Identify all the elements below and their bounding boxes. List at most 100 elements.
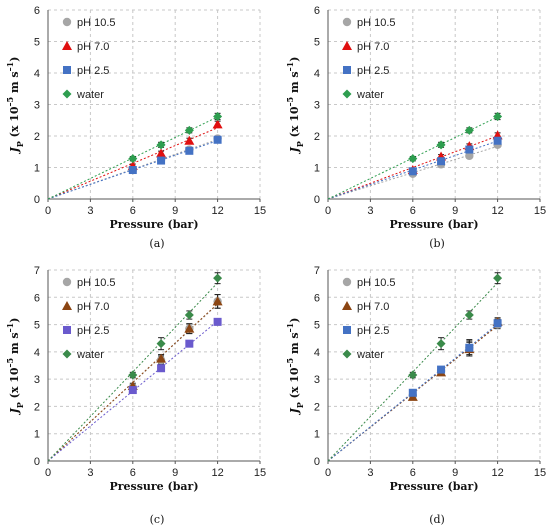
x-tick-label: 0 xyxy=(325,467,331,479)
y-tick-label: 4 xyxy=(314,347,320,359)
y-axis-label-part: ) xyxy=(288,57,301,62)
legend-label: pH 7.0 xyxy=(77,301,109,313)
legend-marker-square xyxy=(343,66,351,74)
y-tick-label: 2 xyxy=(34,131,40,143)
x-tick-label: 9 xyxy=(172,205,178,217)
y-tick-label: 5 xyxy=(314,37,320,49)
y-axis-label-part: (x 10 xyxy=(8,367,21,402)
y-axis-label-part: –5 xyxy=(5,97,15,107)
y-tick-label: 2 xyxy=(34,401,40,413)
legend-marker-triangle xyxy=(342,41,352,50)
x-tick-label: 12 xyxy=(211,205,223,217)
y-tick-label: 3 xyxy=(314,100,320,112)
legend-marker-triangle xyxy=(62,41,72,50)
legend-label: pH 7.0 xyxy=(357,301,389,313)
y-axis-label-part: P xyxy=(15,141,25,147)
y-tick-label: 7 xyxy=(314,265,320,277)
legend-marker-diamond xyxy=(342,89,352,99)
y-tick-label: 4 xyxy=(314,68,320,80)
data-point-diamond xyxy=(464,125,474,135)
y-axis-label-part: ) xyxy=(8,57,21,62)
y-tick-label: 6 xyxy=(34,5,40,17)
y-axis-label-part: J xyxy=(8,407,21,415)
x-tick-label: 15 xyxy=(534,205,546,217)
y-axis-label-part: m s xyxy=(288,71,301,97)
legend-marker-circle xyxy=(62,277,72,287)
data-point-triangle xyxy=(212,296,223,306)
data-point-square xyxy=(128,386,137,395)
y-axis-label-part: –1 xyxy=(285,62,295,72)
legend-marker-square xyxy=(343,326,351,334)
legend-label: water xyxy=(356,89,384,101)
y-axis-label-part: J xyxy=(288,407,301,415)
y-axis-label-part: P xyxy=(295,402,305,408)
x-tick-label: 6 xyxy=(130,467,136,479)
x-tick-label: 15 xyxy=(534,467,546,479)
panel-label: (c) xyxy=(150,513,165,526)
x-tick-label: 9 xyxy=(172,467,178,479)
data-point-triangle xyxy=(184,323,195,333)
y-axis-label-part: –5 xyxy=(285,358,295,368)
y-tick-label: 0 xyxy=(34,456,40,468)
data-point-square xyxy=(128,166,137,175)
legend-label: pH 7.0 xyxy=(357,41,389,53)
x-tick-label: 3 xyxy=(87,205,93,217)
legend-label: pH 10.5 xyxy=(357,277,396,289)
legend-label: water xyxy=(356,349,384,361)
y-tick-label: 1 xyxy=(314,429,320,441)
data-point-square xyxy=(213,135,222,144)
y-tick-label: 0 xyxy=(314,194,320,206)
data-point-triangle xyxy=(156,353,167,363)
legend: pH 10.5 pH 7.0 pH 2.5 water xyxy=(342,17,396,101)
data-point-diamond xyxy=(408,370,418,380)
y-tick-label: 2 xyxy=(314,401,320,413)
y-axis-label-part: –5 xyxy=(285,97,295,107)
legend-label: pH 10.5 xyxy=(77,17,116,29)
legend-marker-square xyxy=(63,66,71,74)
y-axis-label-part: m s xyxy=(8,71,21,97)
y-axis-label-part: –5 xyxy=(5,358,15,368)
x-tick-label: 12 xyxy=(491,205,503,217)
legend-marker-diamond xyxy=(62,349,72,359)
y-tick-label: 5 xyxy=(34,320,40,332)
y-tick-label: 6 xyxy=(314,292,320,304)
x-tick-label: 6 xyxy=(410,205,416,217)
y-axis-label-part: P xyxy=(15,402,25,408)
y-axis-label-part: ) xyxy=(288,318,301,323)
data-point-triangle xyxy=(156,148,167,158)
legend-label: water xyxy=(76,349,104,361)
legend: pH 10.5 pH 7.0 pH 2.5 water xyxy=(62,17,116,101)
y-axis-label-part: –1 xyxy=(285,323,295,333)
data-point-square xyxy=(493,319,502,328)
x-axis-label: Pressure (bar) xyxy=(109,480,198,493)
data-point-square xyxy=(465,145,474,154)
panel-label: (b) xyxy=(429,237,445,250)
data-point-diamond xyxy=(436,140,446,150)
y-axis-label-part: (x 10 xyxy=(288,106,301,141)
data-point-square xyxy=(437,365,446,374)
x-tick-label: 0 xyxy=(325,205,331,217)
legend-marker-circle xyxy=(342,17,352,27)
panel-label: (d) xyxy=(429,513,445,526)
y-axis-label: JP (x 10–5 m s–1) xyxy=(5,57,25,155)
data-point-square xyxy=(157,156,166,165)
x-axis-label: Pressure (bar) xyxy=(109,218,198,231)
data-point-square xyxy=(213,317,222,326)
data-point-diamond xyxy=(184,310,194,320)
x-tick-label: 3 xyxy=(87,467,93,479)
y-axis-label-part: J xyxy=(288,146,301,154)
x-tick-label: 3 xyxy=(367,205,373,217)
y-tick-label: 2 xyxy=(314,131,320,143)
y-axis-label-part: P xyxy=(295,141,305,147)
legend-label: pH 2.5 xyxy=(357,65,389,77)
data-point-square xyxy=(437,157,446,166)
data-point-diamond xyxy=(156,140,166,150)
legend-label: pH 2.5 xyxy=(357,325,389,337)
x-tick-label: 15 xyxy=(254,205,266,217)
data-point-square xyxy=(185,146,194,155)
x-tick-label: 9 xyxy=(452,467,458,479)
y-tick-label: 0 xyxy=(314,456,320,468)
